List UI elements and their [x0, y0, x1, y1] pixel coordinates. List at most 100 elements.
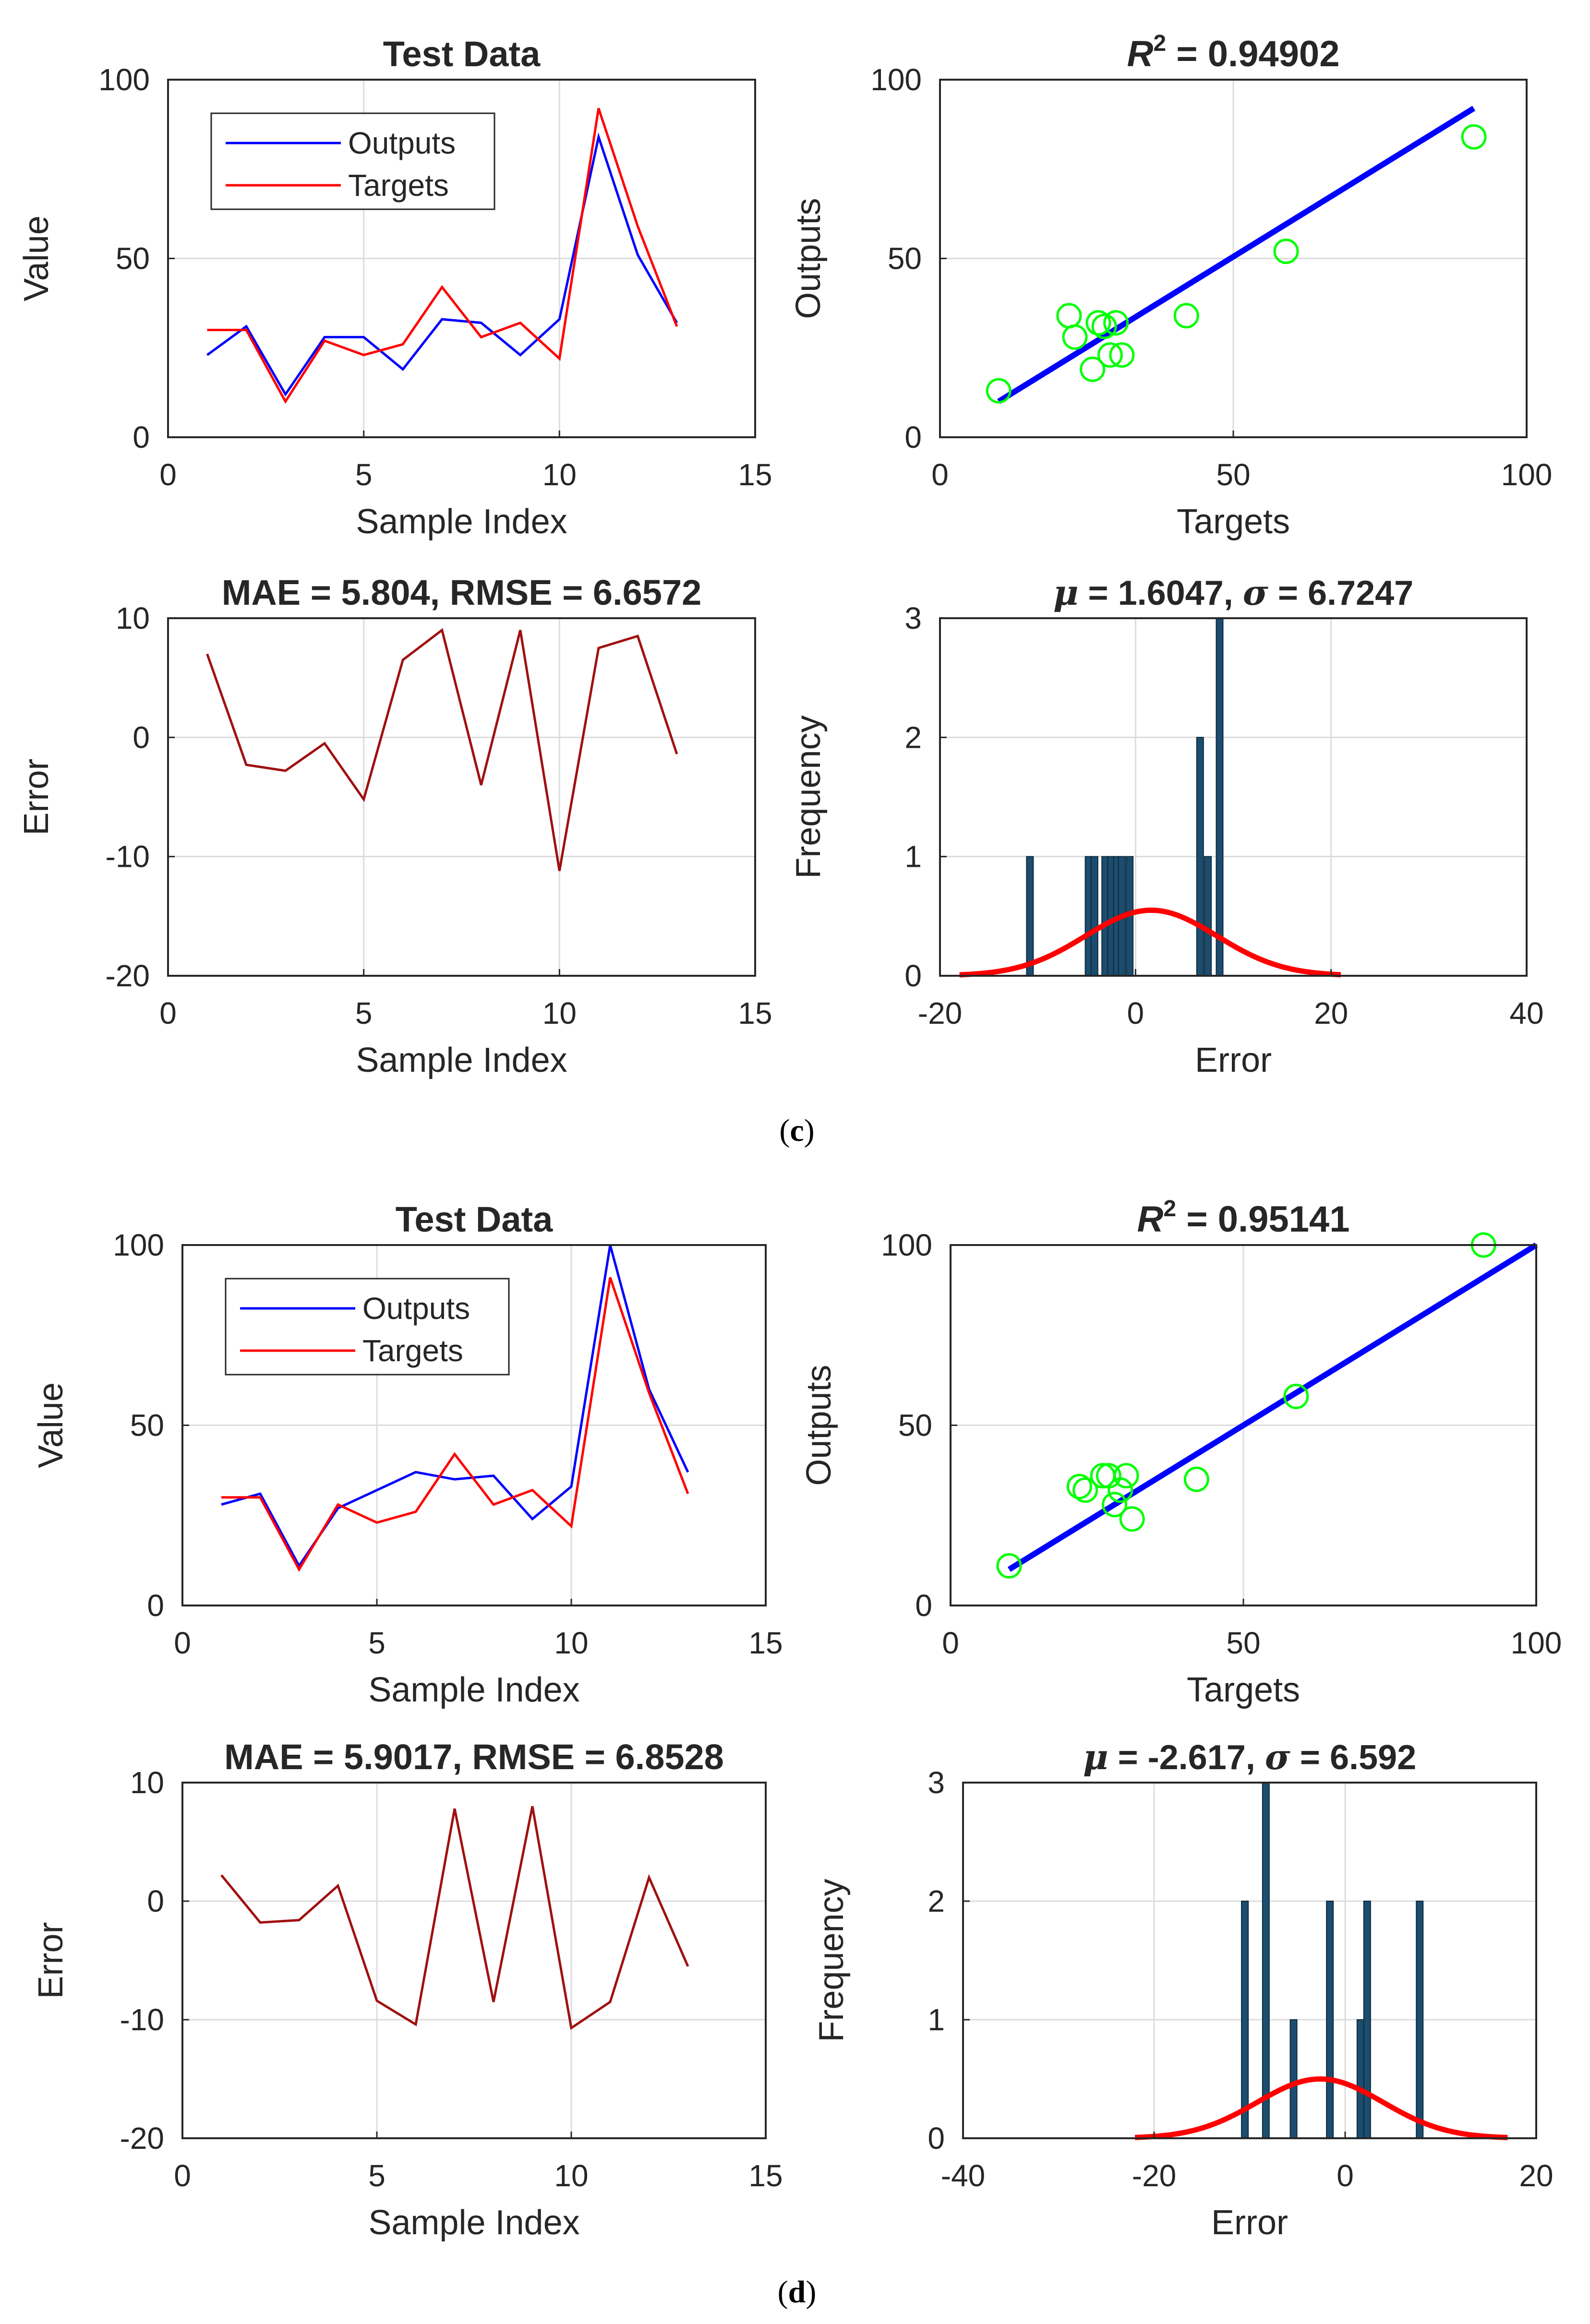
- normal-fit-curve: [1134, 2076, 1508, 2141]
- title-superscript: 2: [1153, 31, 1166, 56]
- plot-area: [940, 618, 1527, 976]
- x-tick-label: 15: [738, 457, 772, 492]
- axes-box: [939, 617, 1528, 977]
- scatter-point: [1066, 1473, 1092, 1499]
- x-axis-label: Sample Index: [356, 1041, 567, 1079]
- y-axis-label: Error: [17, 759, 56, 836]
- scatter-point: [1283, 1383, 1309, 1409]
- legend-label-outputs: Outputs: [348, 126, 456, 160]
- y-tick-label: 100: [870, 62, 922, 97]
- chart-title: R2 = 0.95141: [1137, 1196, 1350, 1240]
- title-r: R: [1127, 34, 1154, 74]
- chart-title: R2 = 0.94902: [1127, 31, 1340, 74]
- y-tick-label: 1: [904, 839, 922, 874]
- scatter-point: [1273, 239, 1299, 264]
- title-mu-value: = 1.6047,: [1079, 574, 1243, 612]
- scatter-point: [1103, 310, 1129, 336]
- chart-c2: 0 50 100 0 50 100 Targets Outputs R2 = 0.94902: [789, 31, 1552, 541]
- plot-area: [168, 618, 755, 976]
- chart-title: μ = 1.6047, σ = 6.7247: [1053, 572, 1413, 613]
- scatter-point: [1113, 1463, 1139, 1489]
- y-tick-label: 3: [904, 601, 922, 635]
- x-tick-label: 5: [355, 996, 373, 1030]
- y-tick-label: 0: [147, 1588, 164, 1623]
- scatter-point: [1119, 1506, 1145, 1532]
- chart-title: Test Data: [383, 34, 541, 74]
- y-tick-label: -20: [120, 2121, 165, 2156]
- y-tick-label: 50: [888, 241, 922, 276]
- title-value: = 0.94902: [1166, 34, 1339, 74]
- y-axis-label: Frequency: [789, 715, 828, 878]
- chart-title: Test Data: [396, 1199, 553, 1239]
- x-tick-label: 10: [542, 457, 577, 492]
- title-mu: μ: [1083, 1737, 1108, 1777]
- scatter-point: [1097, 342, 1123, 368]
- x-tick-label: 0: [931, 457, 949, 492]
- x-tick-label: 5: [368, 2158, 385, 2193]
- histogram-bar: [1262, 1782, 1270, 2139]
- fit-line: [1007, 1242, 1538, 1572]
- y-tick-label: -10: [120, 2002, 165, 2037]
- x-tick-label: 0: [942, 1626, 959, 1660]
- scatter-point: [1085, 310, 1111, 336]
- y-tick-label: 100: [113, 1228, 164, 1262]
- x-tick-label: 5: [355, 457, 373, 492]
- x-tick-label: 100: [1501, 457, 1553, 492]
- x-tick-label: 50: [1226, 1626, 1260, 1660]
- scatter-point: [1091, 313, 1117, 339]
- y-tick-label: 50: [130, 1408, 164, 1443]
- x-axis-label: Sample Index: [368, 1671, 579, 1709]
- x-tick-label: 10: [554, 2158, 588, 2193]
- scatter-point: [986, 378, 1012, 404]
- y-tick-label: 10: [130, 1765, 164, 1800]
- axes-box: [167, 617, 756, 977]
- title-mu-value: = -2.617,: [1108, 1738, 1265, 1777]
- x-tick-label: 0: [159, 996, 177, 1030]
- y-axis-label: Outputs: [800, 1365, 838, 1485]
- histogram-bar: [1416, 1901, 1424, 2139]
- y-tick-label: 3: [928, 1765, 945, 1800]
- y-tick-label: 2: [904, 720, 922, 755]
- x-tick-label: 10: [554, 1626, 588, 1660]
- legend-label-targets: Targets: [348, 168, 449, 203]
- scatter-point: [1183, 1466, 1209, 1492]
- series-line-outputs: [206, 132, 678, 397]
- x-tick-label: 15: [748, 2158, 783, 2193]
- legend-box: [210, 112, 495, 210]
- y-tick-label: 0: [915, 1588, 932, 1623]
- scatter-point: [1108, 1477, 1133, 1503]
- y-tick-label: 1: [928, 2002, 945, 2037]
- chart-title: MAE = 5.9017, RMSE = 6.8528: [224, 1737, 724, 1777]
- x-tick-label: -20: [918, 996, 963, 1030]
- title-r: R: [1137, 1199, 1164, 1240]
- scatter-point: [1173, 303, 1199, 329]
- series-line-error: [206, 628, 678, 871]
- histogram-bar: [1363, 1901, 1371, 2139]
- histogram-bar: [1289, 2019, 1298, 2139]
- x-tick-label: 100: [1511, 1626, 1562, 1660]
- panel-label-d: (d): [777, 2275, 817, 2310]
- x-axis-label: Error: [1195, 1041, 1272, 1079]
- histogram-bar: [1241, 1901, 1249, 2139]
- chart-d2: 0 50 100 0 50 100 Targets Outputs R2 = 0.95141: [800, 1196, 1562, 1709]
- chart-d3: 0 5 10 15 -20 -10 0 10 Sample Index Error MAE = 5.…: [32, 1737, 783, 2242]
- axes-box: [181, 1782, 767, 2139]
- chart-d1: 0 5 10 15 0 50 100 Sample Index Value Test Data Ou…: [32, 1199, 783, 1709]
- title-sigma-value: = 6.592: [1290, 1738, 1416, 1777]
- title-mu: μ: [1053, 572, 1079, 613]
- x-axis-label: Sample Index: [356, 503, 567, 541]
- x-tick-label: 0: [159, 457, 177, 492]
- y-axis-label: Outputs: [789, 198, 828, 319]
- histogram-bar: [1196, 737, 1204, 977]
- histogram-bar: [1090, 856, 1098, 976]
- x-tick-label: -40: [941, 2158, 986, 2193]
- series-line-targets: [221, 1277, 689, 1572]
- y-tick-label: -10: [106, 839, 150, 874]
- x-tick-label: 0: [1127, 996, 1144, 1030]
- scatter-point: [996, 1553, 1022, 1579]
- fit-line: [997, 106, 1476, 404]
- chart-d4: -40 -20 0 20 0 1 2 3 Error Frequency μ = -2.617, σ…: [812, 1737, 1554, 2242]
- scatter-point: [1102, 1492, 1128, 1518]
